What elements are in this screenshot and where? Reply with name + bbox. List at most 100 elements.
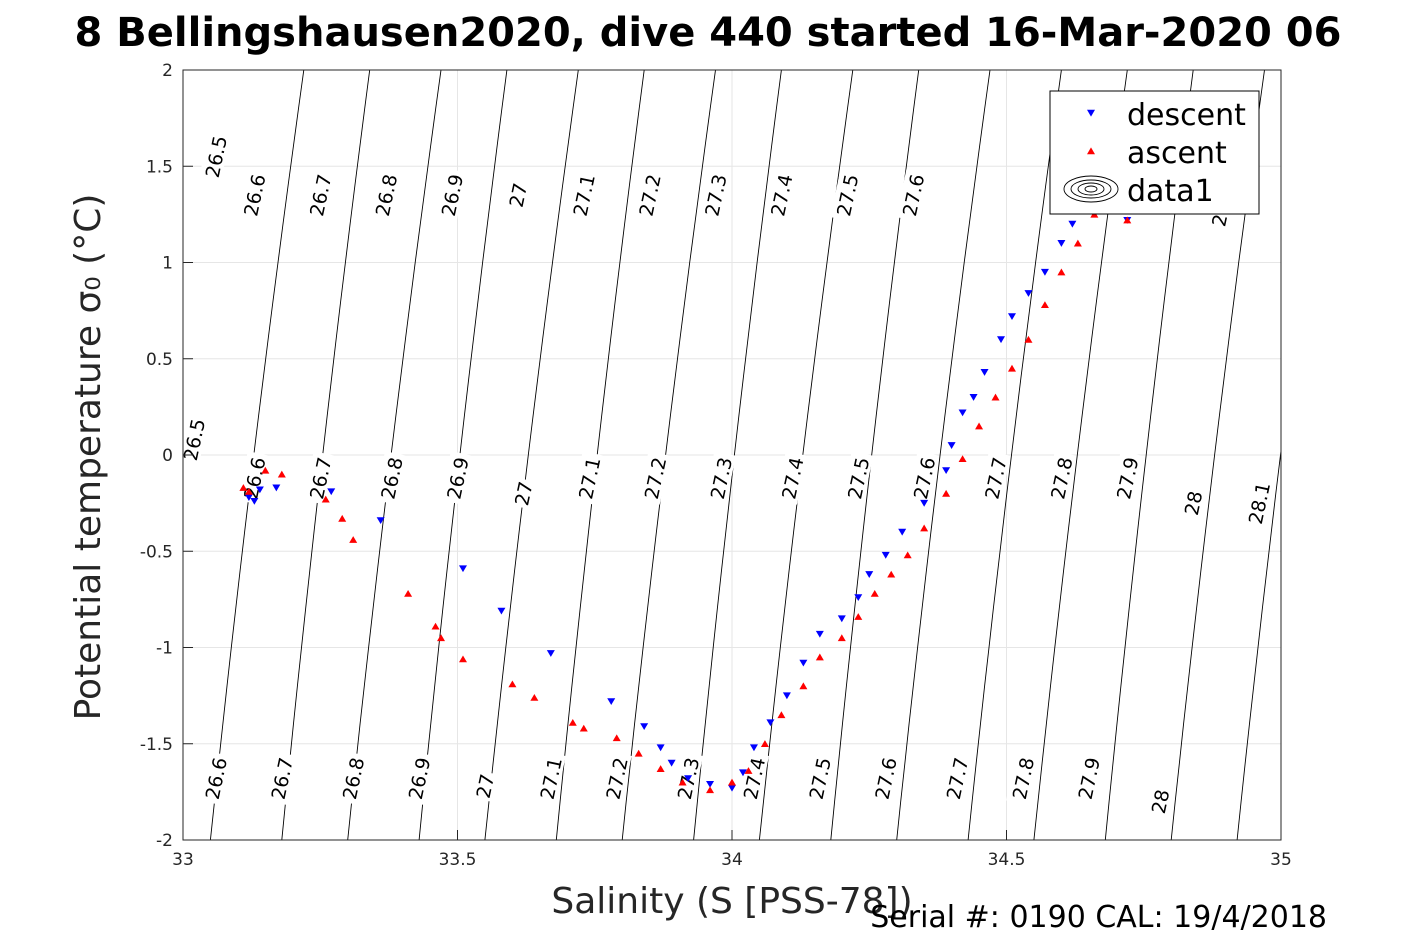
ascent-point <box>656 765 665 772</box>
contour-label-bg <box>907 451 940 505</box>
x-tick-label: 34.5 <box>988 850 1026 870</box>
ascent-point <box>1073 239 1082 247</box>
descent-point <box>376 517 385 525</box>
contour-label-bg <box>841 451 874 505</box>
ascent-point <box>706 786 715 794</box>
x-axis-ticks: 33 33.5 34 34.5 35 <box>172 830 1292 870</box>
ascent-point <box>568 718 577 726</box>
descent-point <box>942 467 951 474</box>
contour-label-bg <box>533 751 566 805</box>
x-axis-label: Salinity (S [PSS-78]) <box>551 881 912 922</box>
descent-point <box>497 607 506 615</box>
ascent-point <box>958 455 967 463</box>
descent-point <box>728 784 736 792</box>
serial-calibration-footer: Serial #: 0190 CAL: 19/4/2018 <box>870 900 1327 935</box>
descent-point <box>799 659 808 667</box>
contour-label-bg <box>572 451 605 505</box>
isopycnal-27.7 <box>967 70 1062 840</box>
descent-point <box>947 442 956 449</box>
descent-point <box>749 744 758 752</box>
contour-label-bg <box>1145 785 1173 818</box>
contour-label-bg <box>303 451 336 505</box>
descent-point <box>684 775 693 782</box>
isopycnal-27.6 <box>896 70 991 840</box>
y-tick-label: 2 <box>162 61 173 81</box>
y-tick-label: -2 <box>156 831 173 851</box>
descent-point <box>738 769 747 777</box>
ascent-point <box>277 470 286 478</box>
contour-label-bg <box>369 168 402 222</box>
contour-label-bg <box>402 751 435 805</box>
ascent-point <box>837 634 846 642</box>
contour-label-bg <box>978 451 1011 505</box>
ascent-point <box>760 740 769 747</box>
contour-label-bg <box>638 451 671 505</box>
contour-label-bg <box>237 168 270 222</box>
ascent-point <box>903 551 912 559</box>
contour-label-group: 27.1 <box>572 451 605 505</box>
contour-label: 28 <box>1181 489 1208 517</box>
contour-label-bg <box>198 129 231 184</box>
legend-contour-marker <box>1063 175 1119 203</box>
ascent-point <box>728 778 736 786</box>
descent-point <box>980 369 989 376</box>
ascent-point <box>321 495 330 503</box>
ascent-point <box>530 693 539 701</box>
contour-label: 28 <box>1148 788 1175 816</box>
contour-label-bg <box>303 168 336 222</box>
y-tick-label: 1 <box>162 254 173 274</box>
y-tick-label: -1 <box>156 639 173 659</box>
descent-point <box>1024 290 1033 297</box>
contour-label-bg <box>1006 751 1038 805</box>
contour-label-bg <box>704 451 736 505</box>
descent-point <box>782 692 791 700</box>
legend-ascent-marker <box>1087 147 1095 155</box>
descent-point <box>1007 313 1016 320</box>
descent-point <box>997 336 1006 344</box>
contour-label-group: 27.9 <box>1110 451 1143 505</box>
contour-label-group: 27.3 <box>704 451 737 505</box>
ascent-point <box>458 655 467 663</box>
ascent-point <box>975 422 984 430</box>
descent-point <box>766 719 775 727</box>
descent-point <box>881 551 890 559</box>
contour-label: 27 <box>506 181 533 209</box>
descent-point <box>865 571 874 578</box>
y-tick-label: 1.5 <box>146 157 173 177</box>
legend-label: ascent <box>1127 136 1227 171</box>
ascent-point <box>942 489 951 497</box>
legend-box <box>1049 90 1260 215</box>
descent-point <box>920 499 929 507</box>
descent-point <box>656 744 665 752</box>
legend-label: data1 <box>1127 174 1214 209</box>
descent-point <box>1040 268 1049 276</box>
descent-point <box>706 780 715 788</box>
ascent-point <box>920 524 929 532</box>
y-axis-ticks: -2 -1.5 -1 -0.5 0 0.5 1 1.5 2 <box>140 61 193 851</box>
x-tick-label: 33 <box>172 850 194 870</box>
ascent-point <box>870 590 879 597</box>
contour-label-bg <box>599 751 632 805</box>
descent-point <box>837 615 846 623</box>
contour-label-bg <box>1044 451 1077 505</box>
contour-label-bg <box>435 168 467 222</box>
ascent-point <box>508 680 517 688</box>
x-tick-label: 34 <box>721 850 743 870</box>
descent-point <box>272 484 281 492</box>
ascent-point <box>777 711 786 719</box>
descent-point <box>327 488 336 496</box>
descent-point <box>667 759 676 767</box>
ascent-point <box>1024 335 1033 343</box>
ascent-point <box>244 487 253 495</box>
x-tick-label: 33.5 <box>439 850 477 870</box>
contour-label: 27 <box>511 480 538 508</box>
ascent-point <box>1123 216 1132 224</box>
ascent-point <box>349 536 358 543</box>
ascent-point <box>854 613 863 620</box>
contour-label-bg <box>440 451 473 505</box>
descent-point <box>1068 220 1077 228</box>
descent-point <box>607 698 616 705</box>
